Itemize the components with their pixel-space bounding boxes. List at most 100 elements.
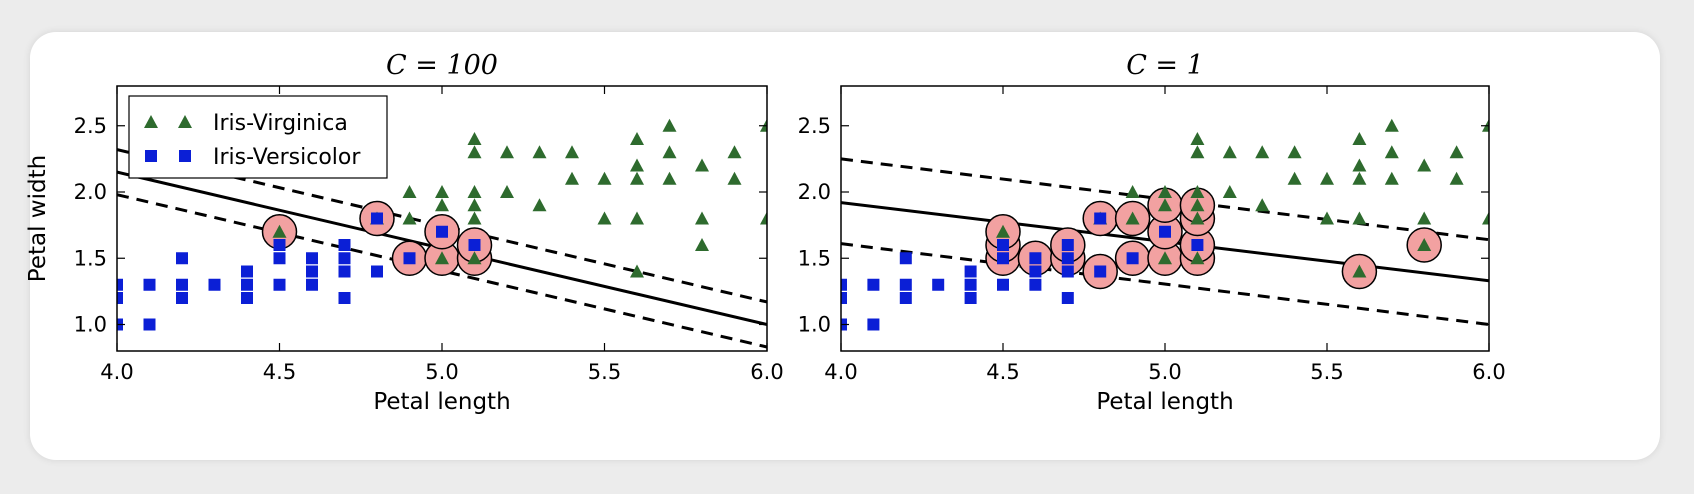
- virginica-point: [1255, 145, 1270, 159]
- virginica-point: [695, 158, 709, 172]
- virginica-point: [996, 224, 1010, 238]
- versicolor-point: [306, 265, 318, 278]
- x-tick-label: 5.5: [588, 360, 621, 384]
- versicolor-point: [867, 318, 880, 331]
- virginica-point: [1352, 264, 1367, 278]
- versicolor-point: [117, 278, 123, 291]
- versicolor-point: [964, 265, 977, 278]
- versicolor-point: [371, 265, 383, 278]
- chart-panel-2: 4.0 4.5 5.0 5.5 6.0 1.0 1.5 2.0 2.5 C = 1 Petal le…: [798, 50, 1506, 415]
- virginica-point: [532, 198, 547, 212]
- y-tick-label: 2.5: [798, 114, 831, 138]
- margin-lower-line: [841, 242, 1489, 326]
- versicolor-point: [117, 292, 123, 304]
- versicolor-point: [899, 292, 912, 304]
- versicolor-point: [997, 252, 1009, 265]
- virginica-point: [1190, 145, 1205, 159]
- versicolor-point: [841, 292, 847, 304]
- virginica-point: [1190, 132, 1205, 145]
- versicolor-point: [1094, 212, 1107, 225]
- versicolor-point: [208, 278, 221, 291]
- versicolor-point: [1159, 225, 1171, 238]
- versicolor-point: [273, 278, 286, 291]
- virginica-point: [1190, 251, 1205, 265]
- virginica-point: [695, 238, 709, 251]
- virginica-point: [1417, 211, 1432, 225]
- virginica-point: [1158, 251, 1172, 265]
- versicolor-point: [273, 239, 286, 251]
- versicolor-point: [143, 278, 156, 291]
- y-tick-label: 1.0: [74, 313, 107, 337]
- virginica-point: [467, 145, 482, 159]
- virginica-point: [1255, 198, 1270, 212]
- versicolor-point: [338, 252, 351, 265]
- legend-marker-triangle: [178, 115, 192, 128]
- virginica-point: [467, 185, 482, 198]
- x-tick-label: 5.0: [425, 360, 458, 384]
- versicolor-point: [1094, 265, 1107, 278]
- versicolor-point: [964, 278, 977, 291]
- virginica-point: [467, 132, 482, 145]
- virginica-point: [662, 118, 677, 132]
- y-tick-label: 2.0: [798, 180, 831, 204]
- virginica-point: [1158, 185, 1172, 198]
- versicolor-point: [241, 292, 253, 304]
- versicolor-point: [176, 252, 188, 265]
- chart-panel-1: 4.0 4.5 5.0 5.5 6.0 1.0 1.5 2.0 2.5 C = 100 Petal …: [25, 50, 784, 415]
- virginica-point: [630, 132, 644, 145]
- virginica-point: [1125, 211, 1140, 225]
- y-tick-label: 2.5: [74, 114, 107, 138]
- virginica-point: [1384, 145, 1399, 159]
- legend-box: [128, 95, 388, 179]
- virginica-point: [1320, 211, 1334, 225]
- x-tick-label: 4.5: [263, 360, 296, 384]
- versicolor-point: [1126, 252, 1139, 265]
- virginica-point: [597, 211, 612, 225]
- versicolor-point: [143, 318, 156, 331]
- virginica-point: [695, 211, 709, 225]
- virginica-point: [1222, 145, 1237, 159]
- x-axis-label: Petal length: [373, 389, 510, 415]
- margin-lower-line: [117, 193, 767, 349]
- virginica-point: [500, 145, 514, 159]
- virginica-point: [1482, 211, 1489, 225]
- virginica-point: [1449, 145, 1464, 159]
- virginica-point: [727, 145, 742, 159]
- x-tick-label: 6.0: [750, 360, 783, 384]
- legend-marker-square: [145, 150, 157, 162]
- virginica-point: [630, 171, 644, 185]
- virginica-point: [402, 185, 417, 198]
- versicolor-point: [1029, 265, 1042, 278]
- virginica-point: [1449, 171, 1464, 185]
- versicolor-point: [306, 278, 318, 291]
- versicolor-point: [371, 212, 383, 225]
- virginica-point: [1417, 238, 1432, 251]
- y-tick-label: 1.5: [74, 246, 107, 270]
- virginica-point: [630, 264, 644, 278]
- versicolor-point: [1061, 265, 1074, 278]
- virginica-point: [662, 171, 677, 185]
- versicolor-point: [1061, 239, 1074, 251]
- virginica-point: [1158, 198, 1172, 212]
- legend-marker-square: [179, 150, 191, 162]
- virginica-point: [1125, 185, 1140, 198]
- versicolor-point: [1191, 239, 1204, 251]
- versicolor-point: [841, 278, 847, 291]
- legend-entry-label: Iris-Virginica: [213, 111, 348, 136]
- virginica-point: [1190, 185, 1205, 198]
- versicolor-point: [899, 252, 912, 265]
- versicolor-point: [436, 225, 448, 238]
- virginica-point: [500, 185, 514, 198]
- versicolor-point: [899, 278, 912, 291]
- virginica-point: [402, 211, 417, 225]
- x-axis-label: Petal length: [1096, 389, 1233, 415]
- x-tick-label: 6.0: [1472, 360, 1505, 384]
- virginica-point: [662, 145, 677, 159]
- versicolor-point: [403, 252, 416, 265]
- virginica-point: [597, 171, 612, 185]
- virginica-point: [1190, 211, 1205, 225]
- virginica-point: [272, 224, 287, 238]
- virginica-point: [435, 198, 449, 212]
- virginica-point: [630, 158, 644, 172]
